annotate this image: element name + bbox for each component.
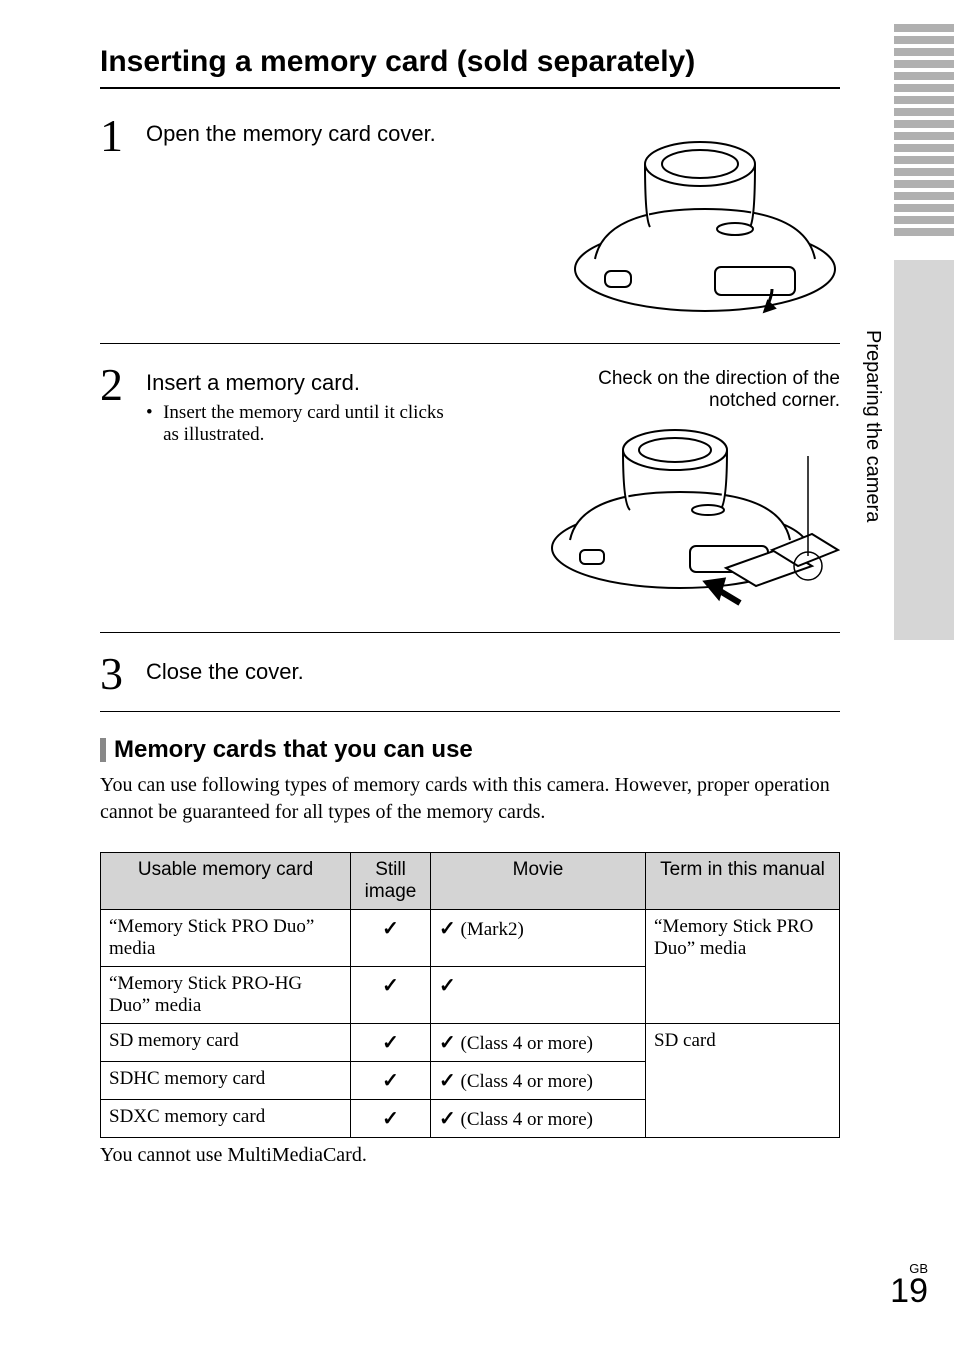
- step-1: 1 Open the memory card cover.: [100, 119, 840, 329]
- section-title: Memory cards that you can use: [114, 736, 473, 764]
- still-image-cell: ✓: [351, 910, 431, 967]
- table-header: Usable memory card: [101, 853, 351, 910]
- movie-cell: ✓ (Class 4 or more): [431, 1100, 646, 1138]
- movie-cell: ✓: [431, 967, 646, 1024]
- movie-cell: ✓ (Mark2): [431, 910, 646, 967]
- section-marker-icon: [100, 738, 106, 762]
- side-section-label: Preparing the camera: [861, 330, 884, 522]
- camera-insert-card-illustration: [540, 418, 840, 618]
- table-row: “Memory Stick PRO Duo” media ✓ ✓ (Mark2)…: [101, 910, 840, 967]
- still-image-cell: ✓: [351, 1062, 431, 1100]
- card-name: “Memory Stick PRO-HG Duo” media: [101, 967, 351, 1024]
- movie-cell: ✓ (Class 4 or more): [431, 1024, 646, 1062]
- side-tab: [894, 260, 954, 640]
- section-header: Memory cards that you can use: [100, 736, 840, 764]
- table-row: SD memory card ✓ ✓ (Class 4 or more) SD …: [101, 1024, 840, 1062]
- step-text: Insert a memory card.: [146, 370, 526, 396]
- page-title: Inserting a memory card (sold separately…: [100, 45, 840, 79]
- step-number: 1: [100, 113, 123, 159]
- card-name: SDXC memory card: [101, 1100, 351, 1138]
- step-divider: [100, 711, 840, 712]
- card-name: SD memory card: [101, 1024, 351, 1062]
- section-body: You can use following types of memory ca…: [100, 772, 840, 826]
- card-name: “Memory Stick PRO Duo” media: [101, 910, 351, 967]
- step-2: 2 Insert a memory card. •Insert the memo…: [100, 368, 840, 618]
- still-image-cell: ✓: [351, 967, 431, 1024]
- step-text: Open the memory card cover.: [146, 121, 536, 147]
- table-header: Still image: [351, 853, 431, 910]
- step-3: 3 Close the cover.: [100, 657, 840, 697]
- table-header: Term in this manual: [646, 853, 840, 910]
- still-image-cell: ✓: [351, 1024, 431, 1062]
- figure-caption: Check on the direction of the notched co…: [540, 368, 840, 412]
- step-divider: [100, 343, 840, 344]
- bullet: •: [146, 402, 163, 424]
- term-cell: “Memory Stick PRO Duo” media: [646, 910, 840, 1024]
- page-number: GB 19: [890, 1261, 928, 1311]
- step-text: Close the cover.: [146, 659, 840, 685]
- step-number: 3: [100, 651, 123, 697]
- term-cell: SD card: [646, 1024, 840, 1138]
- memory-card-table: Usable memory card Still image Movie Ter…: [100, 852, 840, 1138]
- table-footnote: You cannot use MultiMediaCard.: [100, 1144, 840, 1167]
- table-header-row: Usable memory card Still image Movie Ter…: [101, 853, 840, 910]
- step-subtext: •Insert the memory card until it clicks …: [146, 402, 526, 446]
- step-number: 2: [100, 362, 123, 408]
- camera-open-cover-illustration: [550, 119, 840, 329]
- still-image-cell: ✓: [351, 1100, 431, 1138]
- title-rule: [100, 87, 840, 89]
- thumb-index-bars: [894, 24, 954, 240]
- movie-cell: ✓ (Class 4 or more): [431, 1062, 646, 1100]
- card-name: SDHC memory card: [101, 1062, 351, 1100]
- step-divider: [100, 632, 840, 633]
- table-header: Movie: [431, 853, 646, 910]
